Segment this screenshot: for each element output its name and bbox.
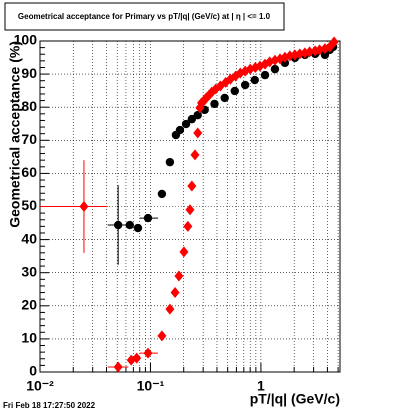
data-point [179,246,189,258]
data-point [185,204,195,216]
data-point [190,149,200,161]
data-point [181,119,191,129]
data-point [174,270,184,282]
data-point [270,64,280,74]
data-point [230,86,239,96]
y-axis-title: Geometrical acceptance (%) [7,41,23,228]
data-point [113,361,123,373]
data-point [165,157,175,167]
data-point [113,220,123,230]
data-point [125,220,134,230]
data-point [250,75,259,85]
y-tick-label: 20 [21,297,37,313]
data-point [170,287,180,299]
data-point [133,223,143,233]
y-tick-label: 80 [21,98,37,114]
x-tick-label: 1 [257,378,265,394]
chart-title: Geometrical acceptance for Primary vs pT… [18,12,271,21]
footer-date: Fri Feb 18 17:27:50 2022 [3,401,96,410]
y-tick-label: 50 [21,197,37,213]
title-box [4,2,285,31]
data-point [79,201,89,212]
y-tick-label: 10 [21,330,37,346]
data-point [165,303,175,315]
data-point [132,352,142,364]
y-tick-label: 90 [21,65,37,81]
data-point [187,114,197,124]
data-point [143,213,153,223]
data-point [210,99,219,109]
data-point [305,46,315,58]
y-tick-label: 70 [21,131,37,147]
data-point [220,93,229,103]
x-tick-label: 10⁻¹ [137,378,165,394]
y-tick-label: 60 [21,164,37,180]
x-axis-title: pT/|q| (GeV/c) [250,391,340,407]
data-point [183,220,193,232]
y-tick-label: 40 [21,230,37,246]
data-point [175,125,185,135]
y-tick-label: 100 [14,32,38,48]
data-point [260,70,270,80]
data-point [157,189,167,199]
y-tick-label: 0 [29,363,37,379]
x-tick-label: 10⁻² [26,378,54,394]
data-point [240,80,250,90]
data-point [187,180,197,192]
y-tick-label: 30 [21,263,37,279]
data-point [157,330,167,342]
data-point [329,36,339,48]
data-point [193,127,203,139]
data-point [143,347,153,359]
